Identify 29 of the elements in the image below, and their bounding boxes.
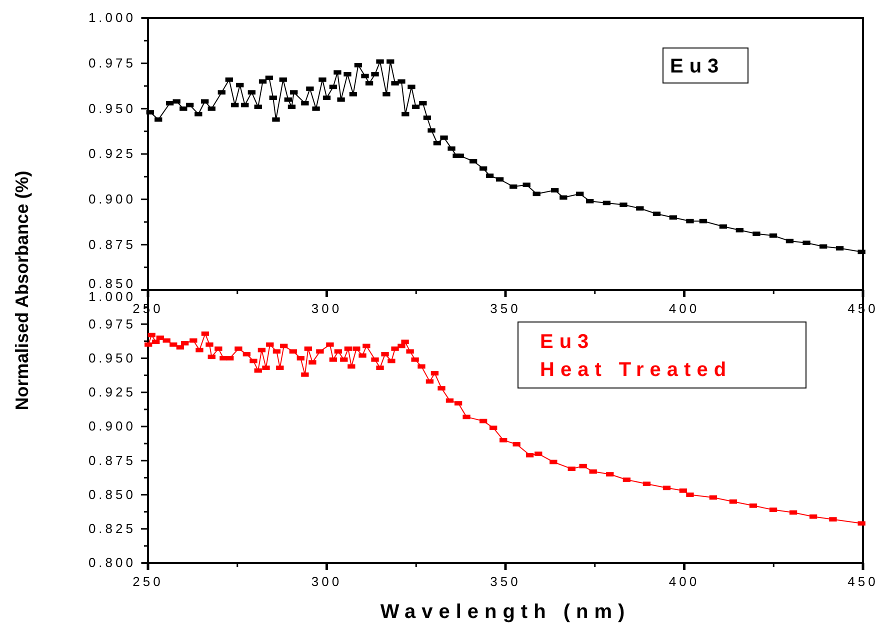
y-tick-label: 0.875 — [88, 236, 136, 252]
y-tick-label: 0.950 — [88, 100, 136, 116]
y-tick-label: 0.950 — [88, 350, 136, 366]
y-tick-label: 0.925 — [88, 384, 136, 400]
y-tick-label: 0.850 — [88, 486, 136, 502]
x-tick-label: 300 — [311, 574, 342, 590]
y-tick-label: 0.975 — [88, 55, 136, 70]
x-tick-label: 450 — [848, 574, 878, 590]
y-tick-label: 0.800 — [88, 555, 136, 570]
x-axis-title: Wavelength (nm) — [380, 601, 631, 623]
annotation: Eu3 — [670, 56, 725, 78]
y-tick-label: 1.000 — [88, 289, 136, 304]
y-tick-label: 0.850 — [88, 276, 136, 292]
y-tick-label: 0.875 — [88, 452, 136, 468]
x-tick-label: 250 — [132, 574, 164, 590]
y-tick-label: 1.000 — [88, 10, 136, 26]
y-tick-label: 0.900 — [88, 418, 136, 434]
x-tick-label: 350 — [490, 301, 521, 316]
y-tick-label: 0.825 — [88, 521, 136, 536]
y-tick-label: 0.975 — [88, 316, 136, 332]
y-tick-label: 0.900 — [88, 191, 136, 206]
x-tick-label: 400 — [668, 301, 700, 316]
x-tick-label: 350 — [490, 574, 521, 590]
annotation: Heat Treated — [540, 359, 732, 381]
x-tick-label: 400 — [668, 574, 700, 590]
y-axis-title: Normalised Absorbance (%) — [12, 170, 32, 410]
x-tick-label: 300 — [311, 301, 342, 316]
y-tick-label: 0.925 — [88, 146, 136, 162]
annotation: Eu3 — [540, 331, 595, 353]
